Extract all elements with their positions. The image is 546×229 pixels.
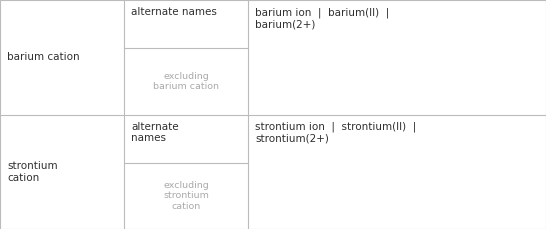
Text: barium cation: barium cation [7, 52, 80, 62]
Bar [0, 114, 124, 229]
Text: alternate
names: alternate names [132, 122, 179, 143]
Text: barium ion  |  barium(II)  |
barium(2+): barium ion | barium(II) | barium(2+) [256, 7, 390, 29]
Text: alternate names: alternate names [132, 7, 217, 17]
Text: excluding
barium cation: excluding barium cation [153, 72, 219, 91]
Bar [0, 0, 124, 114]
Text: excluding
strontium
cation: excluding strontium cation [163, 181, 210, 211]
Text: strontium ion  |  strontium(II)  |
strontium(2+): strontium ion | strontium(II) | strontiu… [256, 122, 417, 144]
Text: strontium
cation: strontium cation [7, 161, 58, 183]
